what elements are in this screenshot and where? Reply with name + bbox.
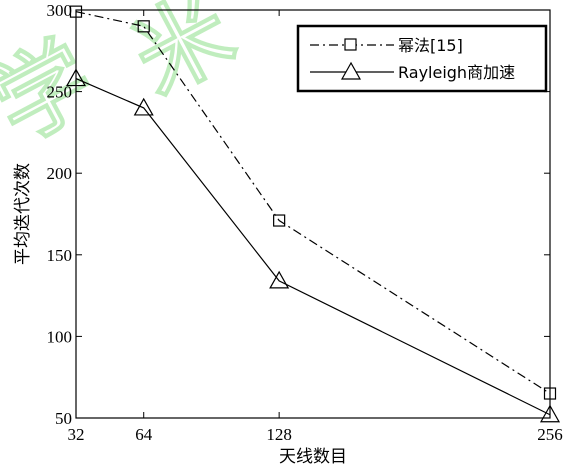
y-axis-label: 平均迭代次数 bbox=[13, 163, 33, 265]
y-tick-label: 100 bbox=[47, 327, 73, 346]
x-tick-label: 128 bbox=[266, 425, 292, 444]
watermark: 学 米 bbox=[0, 0, 252, 164]
y-tick-label: 200 bbox=[47, 164, 73, 183]
series-line-1 bbox=[75, 77, 551, 416]
svg-text:米: 米 bbox=[116, 0, 252, 116]
data-point-square bbox=[137, 20, 150, 33]
legend-box bbox=[296, 24, 548, 93]
legend-marker-square bbox=[344, 38, 357, 51]
data-point-square bbox=[69, 5, 83, 18]
y-tick-label: 250 bbox=[47, 83, 73, 102]
data-point-triangle bbox=[269, 270, 290, 289]
x-tick-label: 64 bbox=[135, 425, 153, 444]
x-tick-label: 256 bbox=[537, 425, 563, 444]
legend-label-rayleigh: Rayleigh商加速 bbox=[398, 63, 515, 82]
plot-frame bbox=[75, 9, 551, 419]
legend: 幂法[15] Rayleigh商加速 bbox=[296, 24, 548, 93]
data-point-triangle bbox=[133, 97, 154, 116]
data-point-square bbox=[273, 214, 286, 227]
legend-label-power-method: 幂法[15] bbox=[398, 36, 463, 55]
x-axis-label: 天线数目 bbox=[279, 447, 347, 467]
legend-marker-triangle bbox=[340, 61, 362, 80]
y-tick-label: 50 bbox=[55, 409, 72, 428]
series-layer bbox=[65, 5, 561, 423]
data-point-square bbox=[543, 387, 557, 400]
axis-ticks: 32 64 128 256 50 100 150 200 250 300 bbox=[47, 1, 563, 444]
x-tick-label: 32 bbox=[68, 425, 85, 444]
data-point-triangle bbox=[65, 68, 87, 87]
y-tick-label: 300 bbox=[47, 1, 73, 20]
data-point-triangle bbox=[539, 404, 561, 423]
y-tick-label: 150 bbox=[47, 246, 73, 265]
